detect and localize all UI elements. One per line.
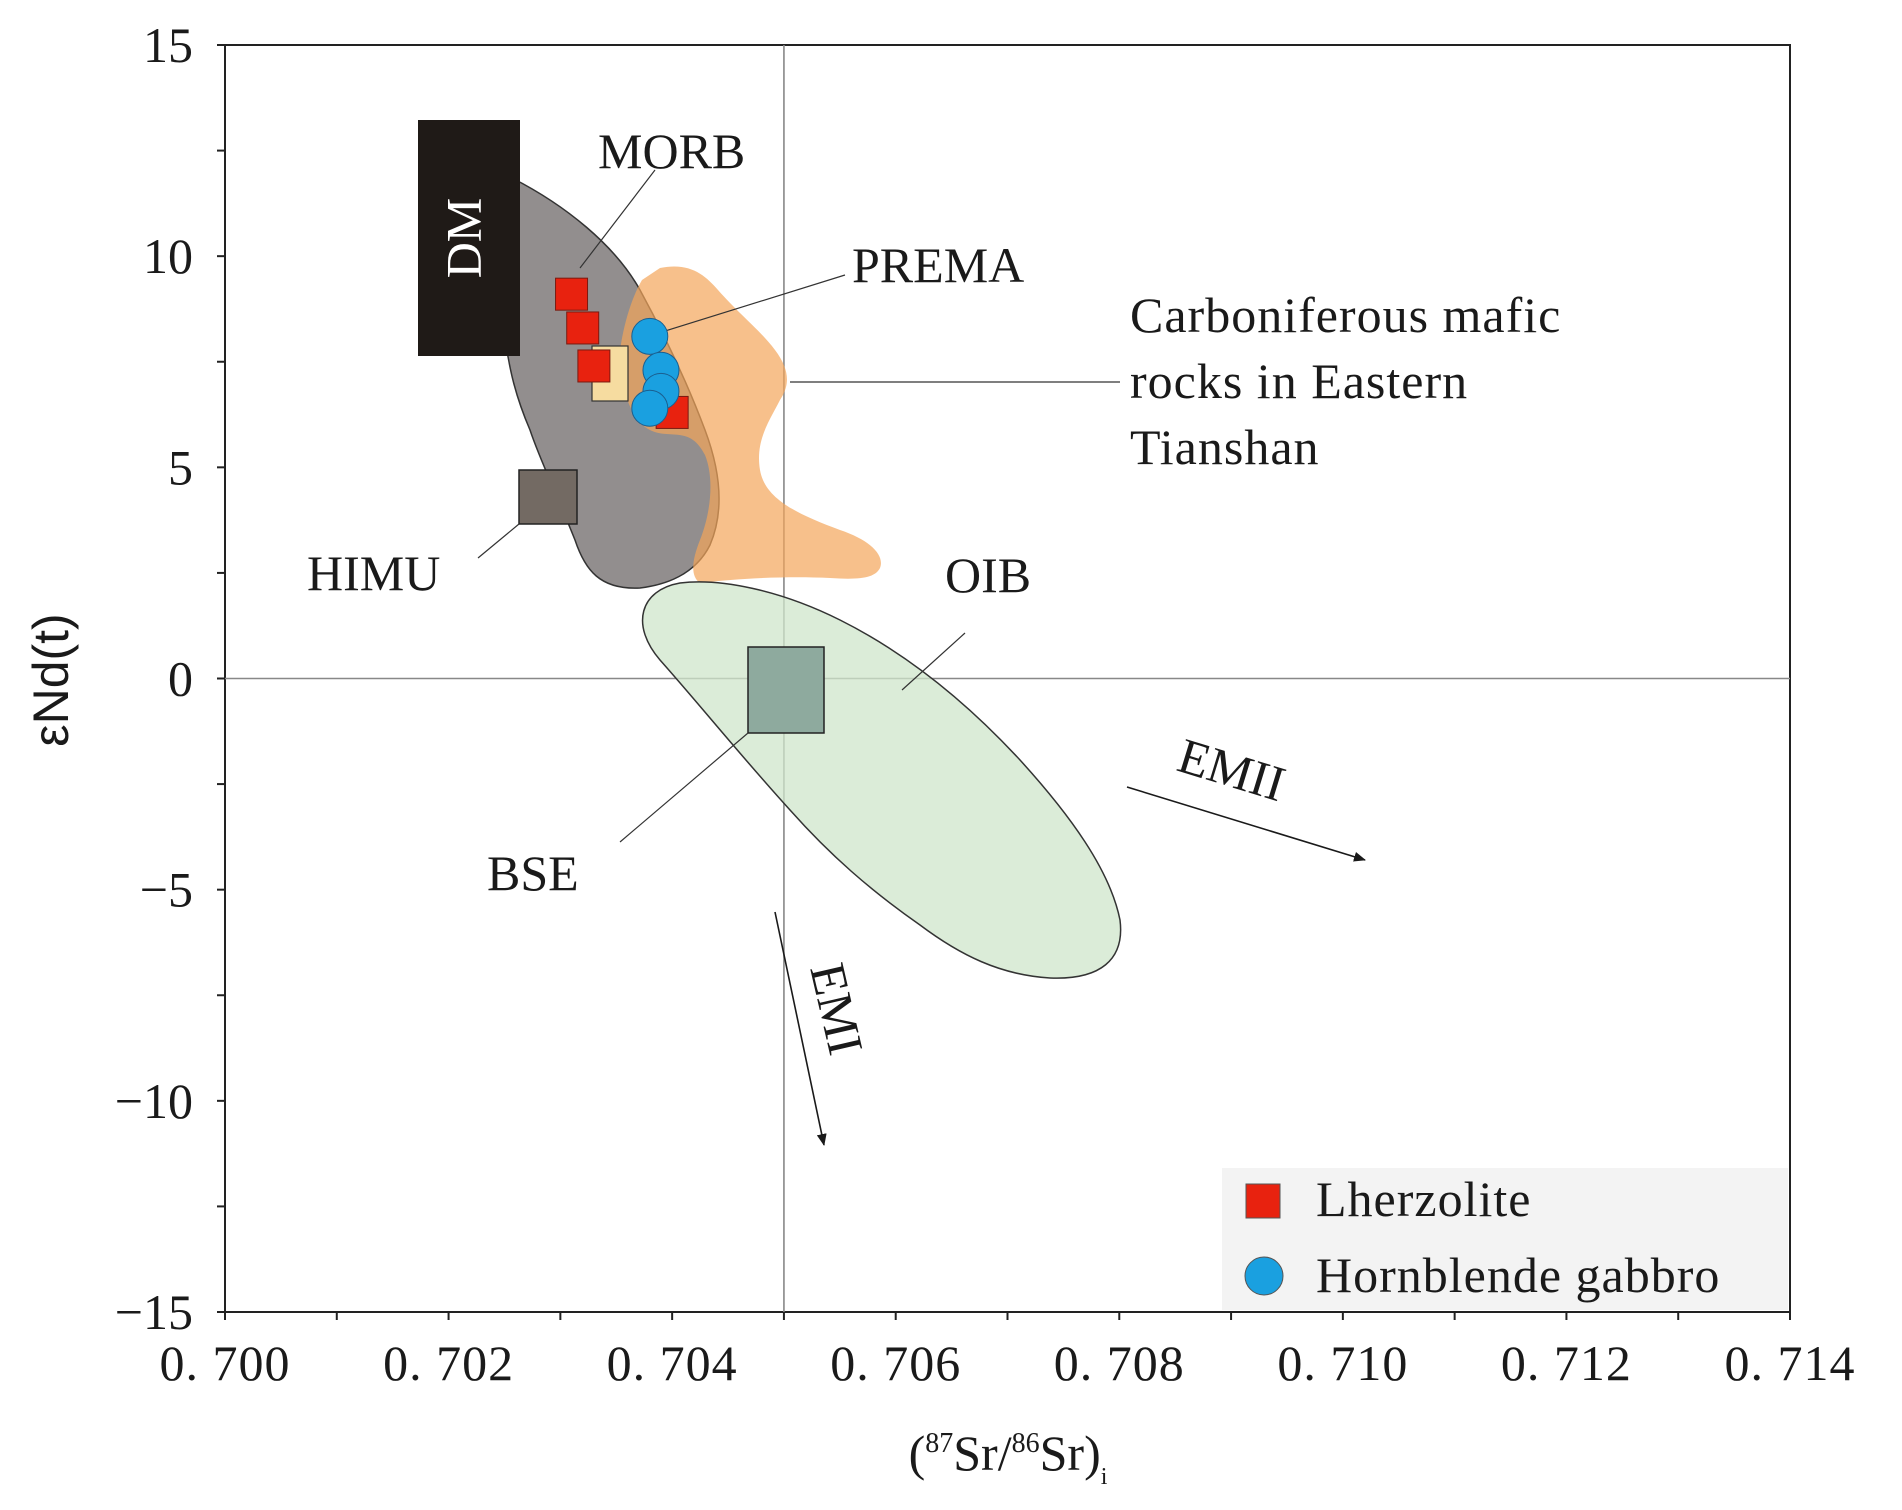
y-axis-ticks: 15 10 5 0 −5 −10 −15	[115, 17, 225, 1340]
legend-swatch-lherzolite	[1245, 1183, 1281, 1219]
oib-label: OIB	[945, 547, 1031, 603]
bse-leader	[619, 732, 749, 843]
x-tick-label: 0. 712	[1501, 1335, 1632, 1391]
legend: Lherzolite Hornblende gabbro	[1222, 1168, 1788, 1310]
bse-box	[747, 646, 825, 734]
prema-leader	[632, 274, 846, 342]
y-axis-title: εNd(t)	[23, 613, 79, 746]
y-tick-label: 10	[143, 228, 193, 284]
x-axis-title: (87Sr/86Sr)i	[909, 1425, 1108, 1490]
data-markers	[555, 277, 689, 429]
lherzolite-marker	[555, 277, 589, 311]
prema-label: PREMA	[852, 237, 1024, 293]
x-tick-label: 0. 700	[160, 1335, 291, 1391]
y-tick-label: 0	[168, 651, 193, 707]
x-tick-label: 0. 714	[1725, 1335, 1856, 1391]
x-tick-label: 0. 710	[1277, 1335, 1408, 1391]
hornblende-gabbro-marker	[631, 317, 669, 355]
morb-leader	[579, 169, 656, 269]
dm-label: DM	[435, 198, 491, 279]
himu-label: HIMU	[307, 545, 440, 601]
x-tick-label: 0. 706	[830, 1335, 961, 1391]
legend-box	[1222, 1168, 1788, 1310]
emi-arrow	[774, 911, 827, 1146]
legend-label-lherzolite: Lherzolite	[1316, 1171, 1531, 1227]
lherzolite-marker	[577, 349, 611, 383]
x-tick-label: 0. 702	[383, 1335, 514, 1391]
emii-arrow	[1126, 786, 1366, 862]
carboniferous-label-line-3: Tianshan	[1130, 419, 1320, 475]
carboniferous-label-line-1: Carboniferous mafic	[1130, 287, 1561, 343]
carboniferous-field	[618, 266, 881, 583]
legend-label-hornblende-gabbro: Hornblende gabbro	[1316, 1247, 1720, 1303]
himu-box	[518, 469, 578, 525]
hornblende-gabbro-marker	[631, 389, 669, 427]
y-tick-label: 5	[168, 439, 193, 495]
carboniferous-label-line-2: rocks in Eastern	[1130, 353, 1468, 409]
y-tick-label: −10	[115, 1073, 193, 1129]
himu-leader	[477, 523, 520, 559]
lherzolite-marker	[566, 311, 600, 345]
dm-box	[418, 120, 520, 356]
x-tick-label: 0. 708	[1054, 1335, 1185, 1391]
y-tick-label: −15	[115, 1284, 193, 1340]
y-tick-label: −5	[140, 862, 193, 918]
morb-label: MORB	[598, 123, 745, 179]
y-tick-label: 15	[143, 17, 193, 73]
x-axis-ticks: 0. 700 0. 702 0. 704 0. 706 0. 708 0. 710 0. 7…	[160, 1312, 1856, 1391]
bse-label: BSE	[487, 845, 579, 901]
x-tick-label: 0. 704	[607, 1335, 738, 1391]
legend-swatch-hornblende-gabbro	[1244, 1256, 1284, 1296]
oib-leader	[901, 632, 966, 691]
